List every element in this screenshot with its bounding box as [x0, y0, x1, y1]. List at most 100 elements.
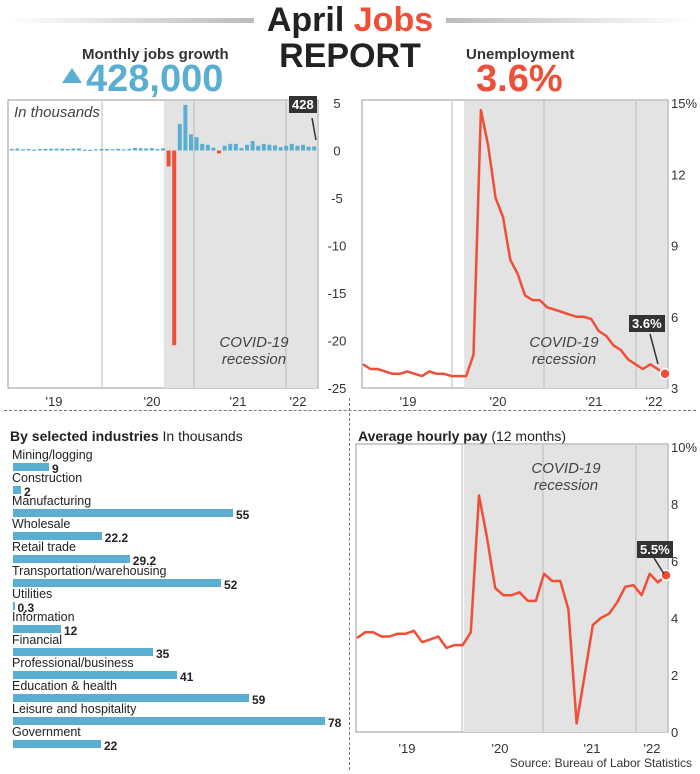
xtick-label: '19 [400, 394, 417, 408]
jobs-bar [172, 150, 177, 346]
ytick-label: 8 [671, 497, 678, 512]
last-point-marker [659, 368, 671, 380]
industry-label: Education & health [12, 679, 117, 693]
jobs-bar [233, 143, 238, 151]
jobs-bar [65, 148, 70, 151]
jobs-bar [116, 148, 121, 151]
jobs-bar [149, 148, 154, 151]
industry-value-label: 35 [156, 646, 170, 661]
jobs-ytick-label: -20 [328, 334, 347, 349]
jobs-bar [155, 149, 160, 151]
jobs-bar [26, 149, 31, 151]
industries-subtitle: In thousands [162, 428, 243, 444]
industries-title: By selected industries [10, 428, 159, 444]
unemp-recession-annotation: COVID-19 recession [529, 334, 599, 368]
jobs-bar [295, 145, 300, 151]
jobs-growth-value: 428,000 [86, 58, 224, 100]
industry-bar [13, 578, 221, 587]
jobs-growth-chart: 5 0 -5 -10 -15 -20 -25 '19 '20 '21 '22 [7, 96, 347, 408]
industry-label: Retail trade [12, 540, 76, 555]
hourly-pay-chart: 10% 8 6 4 2 0 '19 '20 '21 '22 [355, 440, 697, 756]
industry-label: Mining/logging [12, 448, 93, 462]
jobs-bar [183, 104, 188, 151]
jobs-bar [177, 123, 182, 151]
title-rule-right [446, 18, 692, 23]
jobs-bar [289, 143, 294, 151]
industry-value-label: 0.3 [17, 600, 35, 615]
jobs-bar [60, 148, 65, 151]
industry-bar [13, 647, 153, 656]
jobs-bar [144, 148, 149, 151]
jobs-xtick-label: '19 [46, 394, 63, 408]
title-rule-left [8, 18, 254, 23]
series-line [356, 494, 667, 725]
jobs-bar [261, 143, 266, 151]
xtick-label: '21 [586, 394, 603, 408]
hourly-pay-title: Average hourly pay [358, 428, 488, 444]
industry-label: Wholesale [12, 517, 71, 532]
horizontal-divider [4, 410, 696, 411]
industry-value-label: 78 [328, 716, 342, 731]
xtick-label: '21 [584, 741, 601, 756]
xtick-label: '19 [399, 741, 416, 756]
ytick-label: 10% [671, 440, 697, 455]
jobs-ytick-label: -15 [328, 286, 347, 301]
jobs-bar [88, 149, 93, 152]
industry-label: Manufacturing [12, 494, 92, 509]
industry-bar [13, 509, 233, 518]
unemp-callout: 3.6% [629, 315, 665, 332]
industry-bar [13, 486, 21, 495]
jobs-bar [166, 150, 171, 167]
xtick-label: '20 [492, 741, 509, 756]
series-line [362, 108, 666, 378]
industry-bar [13, 532, 102, 541]
recession-shade [464, 101, 667, 388]
pay-recession-annotation: COVID-19 recession [531, 460, 601, 494]
industry-bar [13, 555, 130, 564]
jobs-bar [127, 148, 132, 151]
jobs-chart-frame [7, 99, 319, 389]
industry-label: Financial [12, 632, 63, 647]
industry-value-label: 41 [180, 669, 194, 684]
jobs-bar [200, 143, 205, 151]
page-title: April Jobs [0, 2, 700, 38]
industry-bar [13, 601, 15, 610]
industry-value-label: 55 [236, 508, 250, 523]
unemployment-value: 3.6% [476, 58, 563, 100]
xtick-label: '22 [646, 394, 663, 408]
pay-callout: 5.5% [637, 541, 673, 558]
jobs-ytick-label: 5 [333, 96, 340, 111]
ytick-label: 4 [671, 611, 678, 626]
jobs-bar [15, 148, 20, 151]
industry-label: Information [12, 609, 75, 624]
industry-bar [13, 717, 325, 726]
vertical-divider [349, 398, 350, 770]
jobs-bar [211, 147, 216, 151]
industry-bar [13, 740, 101, 749]
jobs-xtick-label: '22 [290, 394, 307, 408]
callout-pointer [653, 557, 665, 575]
source-note: Source: Bureau of Labor Statistics [509, 756, 692, 770]
xtick-label: '22 [644, 741, 661, 756]
jobs-bar [161, 148, 165, 151]
industry-bar [13, 463, 49, 471]
jobs-bar [256, 145, 261, 151]
ytick-label: 0 [671, 725, 678, 740]
jobs-bar [267, 144, 272, 151]
jobs-bar [71, 148, 76, 151]
jobs-bar [54, 148, 59, 151]
jobs-bar [189, 134, 193, 151]
callout-pointer [649, 333, 659, 365]
jobs-bar [250, 141, 255, 151]
jobs-bar [273, 145, 277, 151]
jobs-bar [138, 148, 143, 151]
jobs-bar [194, 137, 199, 151]
jobs-ytick-label: 0 [333, 144, 340, 159]
jobs-bar [110, 149, 115, 151]
jobs-bar [228, 143, 233, 151]
jobs-bar [32, 149, 37, 151]
jobs-bar [43, 148, 48, 151]
hourly-pay-header: Average hourly pay (12 months) [358, 428, 566, 444]
industry-value-label: 9 [52, 462, 59, 476]
jobs-bar [21, 149, 25, 151]
